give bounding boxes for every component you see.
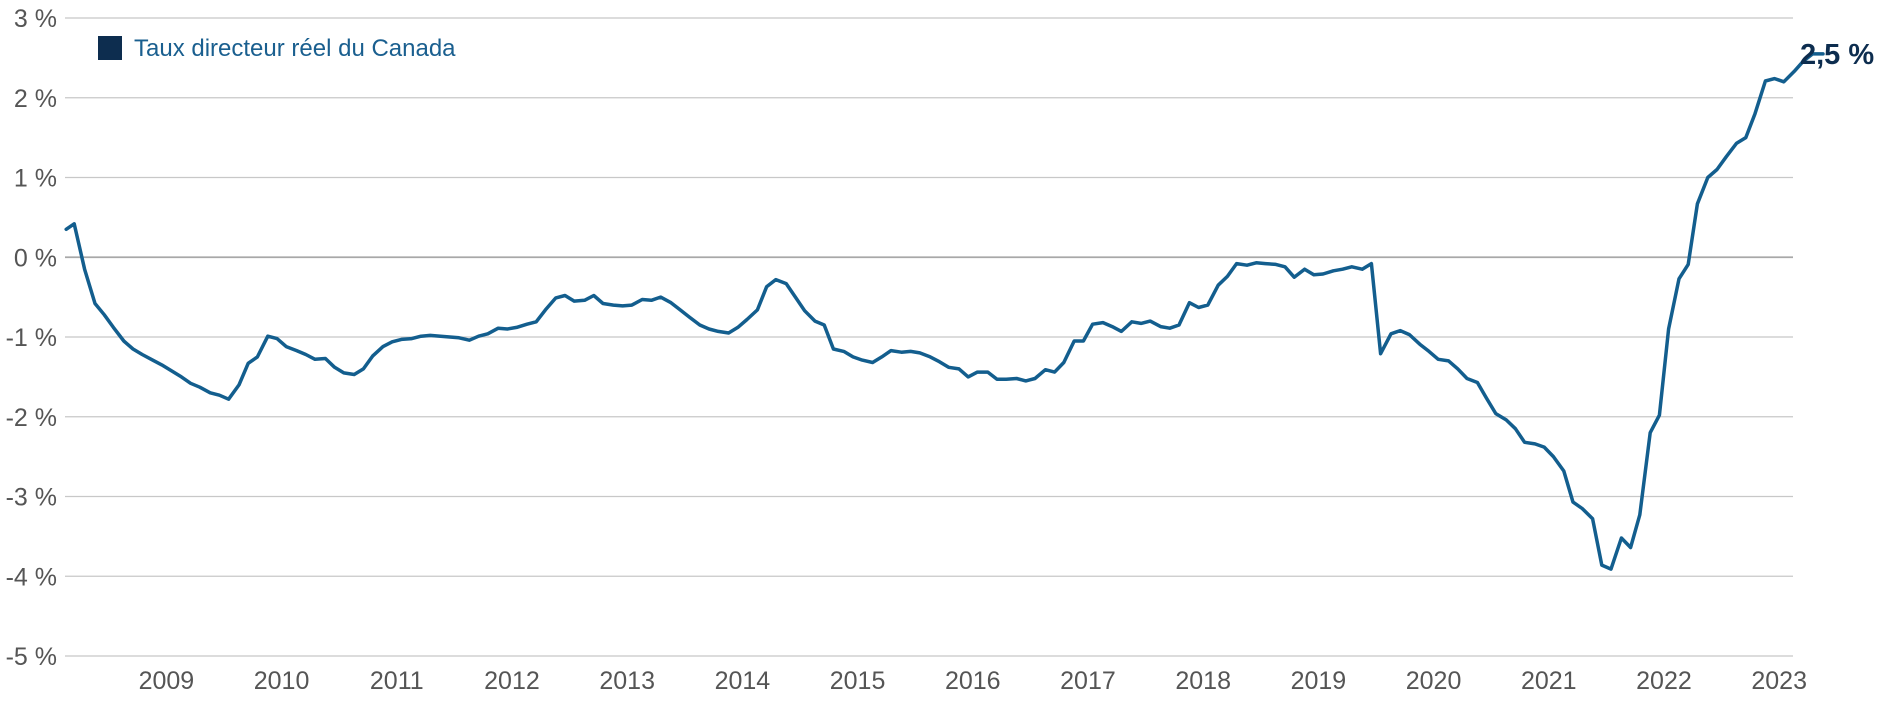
y-tick-label: -5 %	[6, 643, 57, 671]
y-tick-label: -4 %	[6, 563, 57, 591]
x-tick-label: 2019	[1291, 667, 1347, 695]
y-tick-label: 1 %	[14, 165, 57, 193]
x-tick-label: 2015	[830, 667, 886, 695]
y-tick-label: -2 %	[6, 404, 57, 432]
x-tick-label: 2017	[1060, 667, 1116, 695]
y-tick-label: -1 %	[6, 324, 57, 352]
x-tick-label: 2022	[1636, 667, 1692, 695]
x-tick-label: 2011	[370, 667, 424, 695]
x-tick-label: 2010	[254, 667, 310, 695]
series-group	[64, 52, 1825, 571]
legend-swatch	[98, 36, 122, 60]
y-tick-label: 2 %	[14, 85, 57, 113]
x-tick-label: 2013	[599, 667, 655, 695]
y-tick-label: 3 %	[14, 5, 57, 33]
y-tick-label: -3 %	[6, 484, 57, 512]
legend-label: Taux directeur réel du Canada	[134, 35, 456, 62]
x-tick-label: 2021	[1521, 667, 1577, 695]
x-tick-label: 2018	[1175, 667, 1231, 695]
x-tick-label: 2009	[139, 667, 195, 695]
x-tick-label: 2020	[1406, 667, 1462, 695]
end-value-label: 2,5 %	[1800, 39, 1874, 71]
x-tick-label: 2012	[484, 667, 540, 695]
x-tick-label: 2014	[715, 667, 771, 695]
x-tick-label: 2016	[945, 667, 1001, 695]
y-axis-tick-labels: 3 % 2 % 1 % 0 % -1 % -2 % -3 % -4 % -5 %	[6, 5, 57, 671]
x-axis-tick-labels: 2009 2010 2011 2012 2013 2014 2015 2016 2017 2018…	[139, 667, 1807, 695]
x-tick-label: 2023	[1751, 667, 1807, 695]
gridlines	[65, 17, 1793, 657]
y-tick-label: 0 %	[14, 244, 57, 272]
legend: Taux directeur réel du Canada	[98, 35, 456, 62]
series-line	[64, 52, 1825, 571]
